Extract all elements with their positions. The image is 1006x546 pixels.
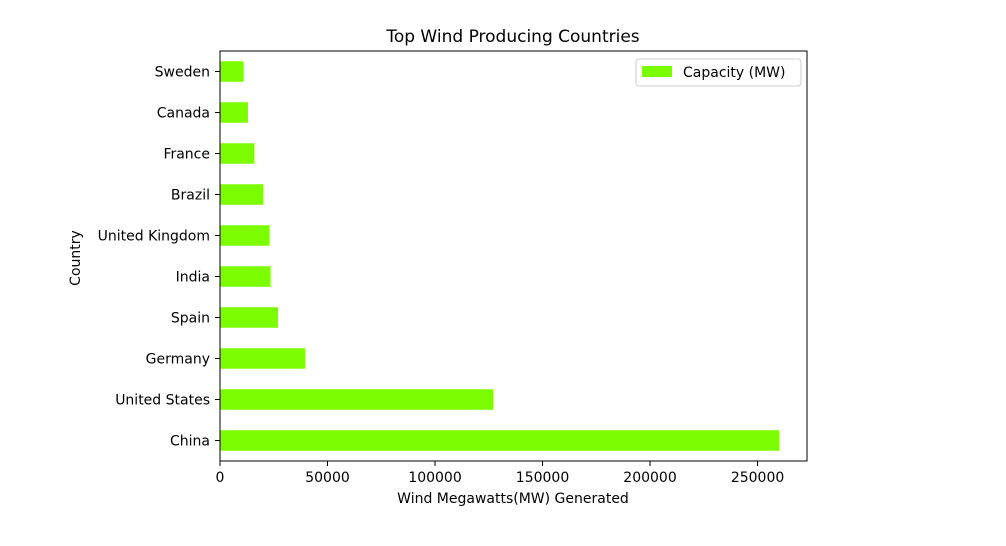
x-tick-label: 250000 xyxy=(731,470,784,486)
x-tick-label: 150000 xyxy=(516,470,569,486)
plot-frame xyxy=(219,50,808,462)
x-axis-label: Wind Megawatts(MW) Generated xyxy=(397,491,629,507)
x-tick-label: 200000 xyxy=(623,470,676,486)
y-tick-label: Canada xyxy=(157,106,210,122)
chart-title: Top Wind Producing Countries xyxy=(385,27,639,47)
legend-box xyxy=(635,58,802,87)
y-tick-label: United States xyxy=(115,393,210,409)
bar-brazil xyxy=(220,184,264,205)
y-axis-label: Country xyxy=(68,230,84,286)
x-axis-ticks: 0 50000 100000 150000 200000 250000 xyxy=(216,461,784,486)
bar-spain xyxy=(220,307,279,328)
y-tick-label: Sweden xyxy=(155,65,210,81)
y-tick-label: Brazil xyxy=(171,188,210,204)
x-tick-label: 0 xyxy=(216,470,225,486)
bar-united-states xyxy=(220,389,494,410)
y-tick-label: China xyxy=(170,434,210,450)
legend-label: Capacity (MW) xyxy=(683,65,785,81)
bars-group xyxy=(220,61,780,451)
y-tick-label: France xyxy=(163,147,210,163)
bar-india xyxy=(220,266,271,287)
x-tick-label: 50000 xyxy=(305,470,350,486)
bar-germany xyxy=(220,348,305,369)
x-tick-label: 100000 xyxy=(408,470,461,486)
y-tick-label: Spain xyxy=(171,311,210,327)
legend: Capacity (MW) xyxy=(635,58,802,87)
y-axis-ticks: China United States Germany Spain India Unite… xyxy=(98,65,220,450)
bar-sweden xyxy=(220,61,244,82)
y-tick-label: United Kingdom xyxy=(98,229,210,245)
bar-canada xyxy=(220,102,248,123)
y-tick-label: India xyxy=(176,270,210,286)
bar-united-kingdom xyxy=(220,225,270,246)
y-tick-label: Germany xyxy=(146,352,210,368)
bar-france xyxy=(220,143,255,164)
bar-china xyxy=(220,430,780,451)
legend-swatch xyxy=(642,66,672,77)
